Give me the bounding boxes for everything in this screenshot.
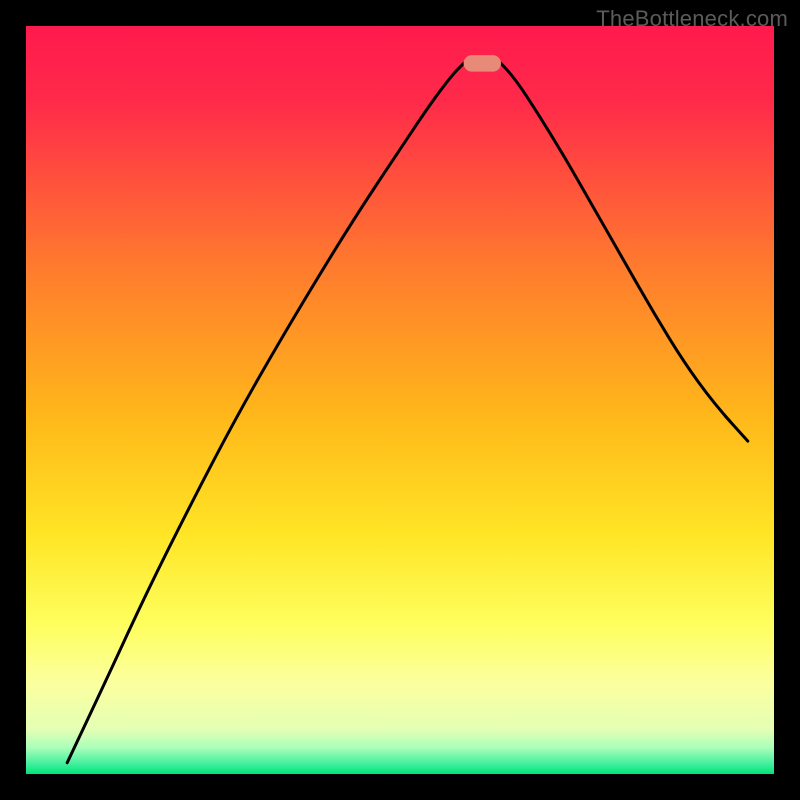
bottleneck-chart xyxy=(0,0,800,800)
watermark-text: TheBottleneck.com xyxy=(596,6,788,32)
valley-marker xyxy=(464,55,501,71)
plot-background xyxy=(26,26,774,774)
chart-frame: TheBottleneck.com xyxy=(0,0,800,800)
